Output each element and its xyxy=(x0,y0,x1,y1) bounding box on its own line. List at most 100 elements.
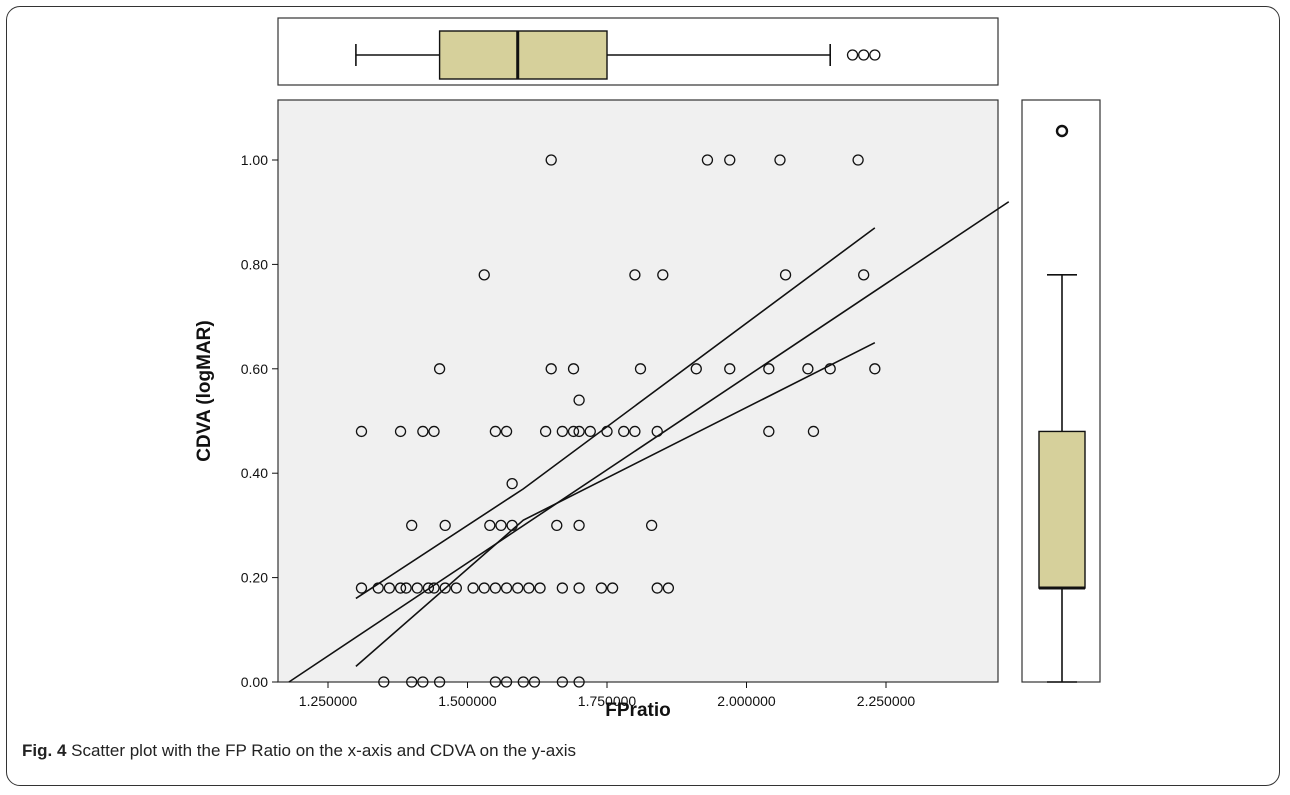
scatter-point xyxy=(433,676,446,688)
scatter-point xyxy=(567,363,580,375)
scatter-point xyxy=(406,519,418,532)
scatter-point xyxy=(852,154,864,166)
scatter-point xyxy=(556,676,569,688)
ci-upper-line xyxy=(355,227,876,600)
scatter-point xyxy=(500,425,513,438)
scatter-point xyxy=(802,363,814,375)
y-axis: 0.00 0.20 0.40 0.60 0.80 1.00 xyxy=(241,152,278,690)
y-tick-label: 1.00 xyxy=(241,152,268,168)
x-box-outlier xyxy=(858,49,870,61)
scatter-point xyxy=(450,582,462,594)
scatter-point xyxy=(523,582,535,594)
scatter-point xyxy=(601,425,613,438)
fit-line xyxy=(288,201,1010,683)
y-tick-label: 0.80 xyxy=(241,256,268,272)
scatter-point xyxy=(417,425,429,438)
scatter-point xyxy=(724,154,736,166)
scatter-point xyxy=(478,269,490,281)
scatter-point xyxy=(634,363,647,375)
scatter-point xyxy=(383,582,396,594)
ci-lower-line xyxy=(355,341,876,667)
scatter-point xyxy=(417,676,429,688)
scatter-point xyxy=(690,363,702,375)
x-box xyxy=(438,30,608,80)
x-axis-title: FPratio xyxy=(605,700,670,721)
scatter-point xyxy=(551,519,563,532)
scatter-point xyxy=(657,269,669,281)
scatter-point xyxy=(467,582,479,594)
y-box xyxy=(1038,430,1086,589)
caption-text: Scatter plot with the FP Ratio on the x-… xyxy=(66,741,577,760)
scatter-point xyxy=(629,425,641,438)
scatter-point xyxy=(724,363,736,375)
scatter-point xyxy=(500,676,513,688)
scatter-point xyxy=(489,425,502,438)
y-tick-label: 0.40 xyxy=(241,465,268,481)
scatter-point xyxy=(618,425,630,438)
scatter-point xyxy=(489,582,502,594)
scatter-point xyxy=(662,582,675,594)
data-points xyxy=(355,154,881,688)
scatter-point xyxy=(495,519,507,532)
y-tick-label: 0.20 xyxy=(241,570,268,586)
scatter-point xyxy=(645,519,658,532)
scatter-point xyxy=(506,519,518,532)
scatter-point xyxy=(824,363,836,375)
scatter-point xyxy=(433,363,446,375)
scatter-point xyxy=(573,425,585,438)
y-box-outlier xyxy=(1055,124,1069,138)
scatter-point xyxy=(807,425,820,438)
scatter-point xyxy=(573,519,585,532)
scatter-point xyxy=(478,582,490,594)
figure-frame xyxy=(6,6,1280,786)
scatter-point xyxy=(517,676,529,688)
y-axis-title: CDVA (logMAR) xyxy=(194,320,215,461)
regression-lines xyxy=(288,201,1010,683)
scatter-point xyxy=(869,363,881,375)
x-box-outlier xyxy=(846,49,859,61)
caption-label: Fig. 4 xyxy=(22,741,67,760)
x-tick-label: 1.250000 xyxy=(299,693,358,709)
scatter-point xyxy=(355,582,368,594)
x-tick-label: 1.750000 xyxy=(578,693,637,709)
scatter-point xyxy=(651,425,663,438)
scatter-point xyxy=(394,582,407,594)
figure-caption: Fig. 4 Scatter plot with the FP Ratio on… xyxy=(22,741,576,761)
y-boxplot-frame xyxy=(1021,99,1101,683)
scatter-point xyxy=(500,582,513,594)
y-tick-label: 0.00 xyxy=(241,674,268,690)
scatter-point xyxy=(534,582,546,594)
scatter-point xyxy=(774,154,786,166)
scatter-point xyxy=(858,269,870,281)
scatter-point xyxy=(606,582,619,594)
scatter-point xyxy=(573,394,585,406)
scatter-point xyxy=(545,154,557,166)
scatter-point xyxy=(779,269,792,281)
scatter-point xyxy=(567,425,580,438)
scatter-point xyxy=(763,363,775,375)
scatter-point xyxy=(629,269,641,281)
scatter-point xyxy=(355,425,368,438)
scatter-point xyxy=(406,676,418,688)
scatter-point xyxy=(378,676,390,688)
scatter-point xyxy=(428,425,440,438)
scatter-point xyxy=(439,582,451,594)
plot-area xyxy=(277,99,999,683)
scatter-point xyxy=(763,425,775,438)
scatter-point xyxy=(400,582,412,594)
scatter-point xyxy=(528,676,541,688)
y-boxplot xyxy=(1038,124,1086,683)
scatter-point xyxy=(484,519,496,532)
scatter-point xyxy=(428,582,440,594)
scatter-point xyxy=(595,582,608,594)
x-tick-label: 2.250000 xyxy=(857,693,916,709)
scatter-point xyxy=(556,582,569,594)
x-box-outlier xyxy=(869,49,881,61)
scatter-point xyxy=(573,582,585,594)
scatter-point xyxy=(545,363,557,375)
y-tick-label: 0.60 xyxy=(241,361,268,377)
scatter-point xyxy=(556,425,569,438)
scatter-point xyxy=(539,425,552,438)
x-boxplot xyxy=(355,30,881,80)
